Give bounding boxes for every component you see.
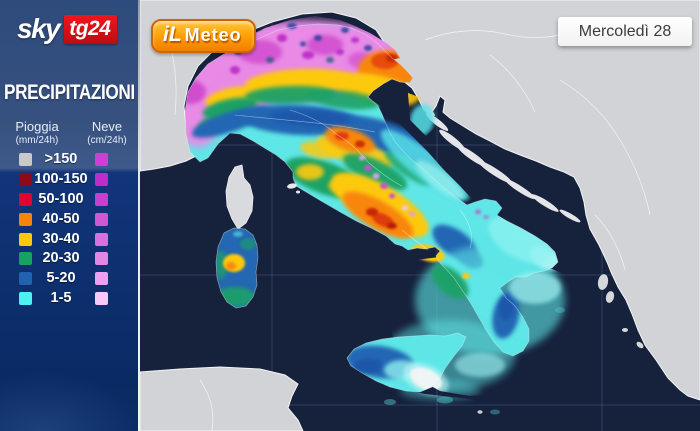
legend-range-label: 20-30 — [42, 250, 80, 267]
legend-row: >150 — [0, 150, 138, 170]
tg24-badge: tg24 — [64, 14, 118, 44]
rain-swatch — [19, 153, 32, 166]
corsica — [225, 164, 254, 230]
legend-row: 50-100 — [0, 190, 138, 210]
legend-row: 1-5 — [0, 289, 138, 309]
snow-swatch — [95, 212, 108, 226]
north-africa — [140, 366, 304, 431]
small-islands — [287, 183, 565, 415]
snow-swatch — [95, 192, 108, 206]
ilmeteo-il-text: iL — [163, 23, 182, 46]
rain-column-header: Pioggia (mm/24h) — [15, 119, 59, 146]
snow-swatch — [95, 172, 108, 186]
ilmeteo-meteo-text: Meteo — [184, 24, 242, 45]
legend-range-label: 50-100 — [38, 190, 84, 207]
legend-row: 30-40 — [0, 230, 138, 250]
rain-swatch — [19, 232, 32, 246]
legend-range-label: 1-5 — [50, 290, 72, 307]
rain-swatch — [19, 272, 32, 286]
snow-swatch — [95, 252, 108, 266]
rain-swatch — [19, 292, 32, 306]
snow-swatch — [95, 272, 108, 286]
legend-row: 20-30 — [0, 249, 138, 269]
legend-range-label: >150 — [44, 151, 78, 167]
legend-range-label: 30-40 — [42, 230, 80, 247]
snow-swatch — [95, 153, 108, 166]
legend-row: 100-150 — [0, 170, 138, 190]
legend-row: 5-20 — [0, 269, 138, 289]
map-edge-highlight — [136, 0, 140, 431]
sky-tg24-logo: sky tg24 — [17, 13, 118, 45]
legend-rows: >150 100-150 50-100 40-50 30-40 20-30 5-20 1-5 — [0, 150, 138, 309]
legend-range-label: 5-20 — [46, 270, 76, 287]
page-title: PRECIPITAZIONI — [4, 80, 135, 104]
greek-islands — [597, 274, 644, 349]
snow-swatch — [95, 292, 108, 306]
snow-swatch — [95, 232, 108, 246]
sidebar: sky tg24 PRECIPITAZIONI Pioggia (mm/24h)… — [0, 0, 138, 431]
date-label: Mercoledì 28 — [558, 17, 692, 46]
italy-precipitation-map — [140, 0, 700, 431]
legend-range-label: 40-50 — [42, 210, 80, 227]
rain-swatch — [19, 192, 32, 206]
rain-swatch — [19, 252, 32, 266]
snow-column-header: Neve (cm/24h) — [87, 119, 127, 146]
coastlines — [184, 23, 559, 393]
rain-swatch — [19, 172, 32, 186]
legend-row: 40-50 — [0, 210, 138, 230]
sky-logo-text: sky — [17, 13, 61, 44]
legend-range-label: 100-150 — [34, 170, 88, 187]
ilmeteo-logo: iL Meteo — [151, 19, 256, 53]
rain-swatch — [19, 212, 32, 226]
